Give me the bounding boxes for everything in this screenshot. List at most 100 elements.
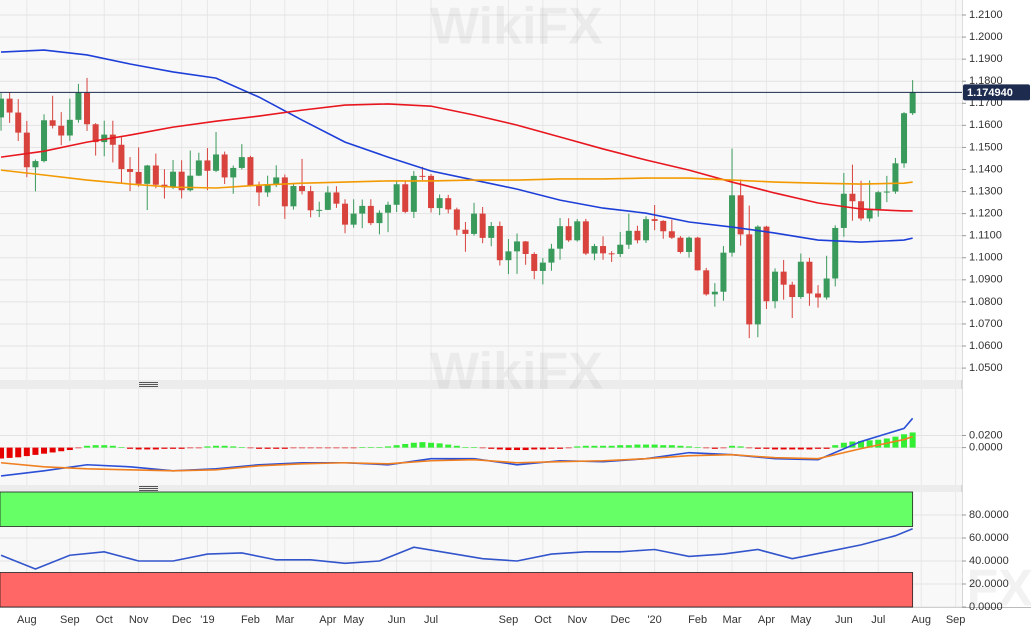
candle-body	[514, 241, 521, 252]
candle-body	[496, 225, 503, 261]
candle-body	[428, 175, 435, 209]
indicator-line	[0, 417, 914, 477]
histogram-bar	[359, 447, 366, 448]
histogram-bar	[496, 447, 503, 450]
histogram-bar	[0, 447, 5, 459]
histogram-bar	[737, 446, 744, 448]
x-tick-label: Oct	[96, 614, 113, 626]
histogram-bar	[367, 447, 374, 448]
candle-body	[754, 226, 761, 325]
candle-body	[230, 167, 237, 178]
histogram-bar	[32, 447, 39, 455]
candle-body	[127, 169, 134, 172]
panel-divider	[0, 380, 962, 389]
y-tick-label: 1.0800	[969, 296, 1003, 308]
histogram-bar	[875, 439, 882, 448]
histogram-bar	[746, 447, 753, 449]
histogram-bar	[342, 447, 349, 449]
candle-body	[763, 226, 770, 302]
candle-body	[58, 125, 65, 136]
x-tick-label: Jul	[424, 614, 438, 626]
y-tick-label: 1.0900	[969, 274, 1003, 286]
candle-body	[281, 177, 288, 207]
histogram-bar	[703, 447, 710, 449]
candle-body	[49, 120, 56, 126]
candle-body	[6, 98, 13, 113]
histogram-bar	[531, 447, 538, 450]
candle-body	[41, 120, 48, 162]
candle-body	[565, 226, 572, 241]
histogram-bar	[41, 447, 48, 454]
histogram-bar	[453, 445, 460, 448]
candle-body	[195, 160, 202, 176]
candle-body	[849, 193, 856, 202]
histogram-bar	[281, 447, 288, 449]
histogram-bar	[557, 447, 564, 449]
histogram-bar	[608, 445, 615, 448]
y-tick-label: 1.1400	[969, 163, 1003, 175]
indicator-line	[0, 169, 913, 189]
x-tick-label: Mar	[275, 614, 294, 626]
candle-body	[152, 165, 159, 185]
x-tick-label: Aug	[17, 614, 37, 626]
x-tick-label: Jun	[388, 614, 406, 626]
candle-body	[643, 219, 650, 241]
histogram-bar	[49, 447, 56, 453]
candle-body	[686, 237, 693, 253]
candle-body	[445, 198, 452, 210]
indicator-line	[0, 103, 913, 212]
y-tick-label: 1.0700	[969, 318, 1003, 330]
candle-body	[677, 237, 684, 253]
histogram-bar	[428, 442, 435, 448]
indicator-line	[0, 528, 913, 570]
histogram-bar	[694, 447, 701, 448]
histogram-bar	[238, 447, 245, 448]
y-tick-label: 20.0000	[969, 578, 1009, 590]
candle-body	[462, 229, 469, 234]
y-tick-label: 1.1100	[969, 230, 1002, 242]
candle-body	[651, 219, 658, 221]
histogram-bar	[720, 447, 727, 449]
histogram-bar	[436, 443, 443, 448]
y-tick-label: 1.1200	[969, 208, 1003, 220]
candle-body	[436, 198, 443, 209]
candle-body	[393, 184, 400, 205]
candle-body	[359, 205, 366, 214]
x-tick-label: Aug	[911, 614, 931, 626]
histogram-bar	[385, 446, 392, 448]
histogram-bar	[23, 447, 30, 457]
candle-body	[92, 124, 99, 143]
histogram-bar	[127, 447, 134, 449]
histogram-bar	[625, 445, 632, 448]
histogram-bar	[651, 444, 658, 448]
histogram-bar	[230, 446, 237, 448]
histogram-bar	[213, 445, 220, 448]
histogram-bar	[582, 445, 589, 448]
histogram-bar	[204, 446, 211, 448]
x-tick-label: '20	[647, 614, 661, 626]
zone-band	[0, 491, 914, 527]
x-tick-label: May	[343, 614, 364, 626]
candle-body	[531, 253, 538, 271]
candle-body	[471, 213, 478, 234]
candle-body	[668, 231, 675, 238]
candle-body	[892, 163, 899, 192]
histogram-bar	[832, 445, 839, 448]
y-tick-label: 1.1600	[969, 119, 1003, 131]
histogram-bar	[84, 445, 91, 448]
candle-body	[453, 209, 460, 230]
candle-body	[333, 192, 340, 204]
histogram-bar	[316, 447, 323, 449]
histogram-bar	[299, 447, 306, 449]
histogram-bar	[866, 440, 873, 448]
resize-handle[interactable]	[139, 382, 158, 387]
candle-body	[273, 177, 280, 185]
histogram-bar	[445, 444, 452, 448]
histogram-bar	[617, 445, 624, 448]
resize-handle[interactable]	[139, 486, 158, 491]
candle-body	[582, 221, 589, 254]
candle-body	[694, 237, 701, 271]
histogram-bar	[161, 447, 168, 449]
histogram-bar	[402, 443, 409, 448]
